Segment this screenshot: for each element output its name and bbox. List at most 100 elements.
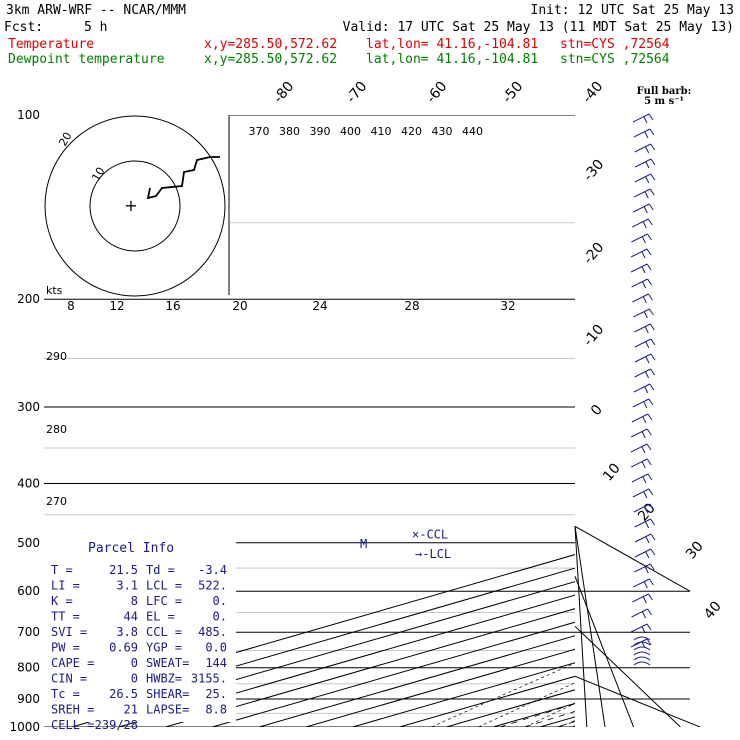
wind-barb-flag [650, 518, 656, 526]
wind-barb-flag [642, 236, 646, 244]
isotherm-label: 10 [600, 460, 624, 484]
wind-barb-flag [642, 416, 647, 424]
wind-barb [634, 338, 652, 348]
wind-barb-flag [645, 341, 650, 349]
parcel-value: 485. [198, 625, 227, 639]
theta-label: 390 [310, 125, 331, 138]
wind-barb-flag [648, 293, 653, 301]
legend-temperature: Temperature [8, 37, 94, 52]
wind-barb-flag [650, 173, 656, 181]
hodograph-speed-label: 20 [232, 299, 247, 313]
parcel-key: LAPSE= [146, 703, 189, 717]
dry-adiabat [619, 115, 740, 727]
wind-barb-flag [648, 113, 654, 121]
parcel-value: 522. [198, 579, 227, 593]
parcel-value: 0 [131, 672, 138, 686]
moist-adiabat [615, 299, 740, 727]
parcel-key: SVI = [51, 625, 87, 639]
init-time: Init: 12 UTC Sat 25 May 13 [531, 3, 735, 18]
isotherm-ext [574, 526, 588, 727]
isotherm [44, 567, 575, 723]
wind-barb-flag [647, 278, 653, 286]
hodograph-trace [146, 156, 220, 200]
parcel-key: SHEAR= [146, 687, 189, 701]
wind-barb [631, 608, 648, 618]
wind-barb-flag [650, 143, 656, 151]
isotherm-ext [574, 675, 700, 727]
isotherm-ext [574, 525, 691, 592]
barb-legend-value: 5 m s⁻¹ [644, 96, 684, 107]
wind-barb [630, 638, 648, 648]
parcel-key: SWEAT= [146, 656, 189, 670]
wind-barb-flag [649, 563, 655, 571]
wind-barb-flag [641, 251, 646, 259]
isotherm-extension [574, 525, 700, 727]
wind-barb-flag [649, 383, 655, 391]
wind-barb-flag [642, 596, 647, 604]
wind-barb [633, 503, 651, 513]
wind-barb [634, 368, 651, 378]
wind-barb [631, 473, 649, 483]
parcel-key: CIN = [51, 672, 87, 686]
isotherm [212, 621, 575, 727]
parcel-key: K = [51, 594, 73, 608]
isotherm-label: 30 [683, 538, 707, 562]
temp-station: stn=CYS ,72564 [560, 37, 670, 52]
wind-barb-flag [641, 431, 646, 439]
forecast-label: Fcst: [4, 20, 43, 35]
wind-barb-flag [645, 161, 650, 169]
isotherm-label: 0 [588, 402, 606, 419]
hodograph-ring [44, 115, 226, 297]
isotherm-label: -70 [343, 79, 370, 107]
wind-barb-flag [649, 128, 655, 136]
hodograph-speed-label: 12 [109, 299, 124, 313]
wind-barb-flag [649, 323, 655, 331]
wind-barb-flag [650, 353, 656, 361]
wind-barb-flag [643, 116, 648, 124]
wind-barb-flag [644, 506, 649, 514]
theta-label: 410 [371, 125, 392, 138]
parcel-key: LI = [51, 579, 80, 593]
wind-barb [630, 623, 648, 633]
parcel-value: 0. [213, 610, 227, 624]
parcel-key: YGP = [146, 641, 182, 655]
wind-barb [632, 113, 650, 123]
isotherm [446, 689, 575, 727]
isotherm [727, 115, 740, 727]
moist-adiabat [690, 299, 740, 727]
wind-barb-flag [645, 356, 650, 364]
temp-xy: x,y=285.50,572.62 [204, 37, 337, 52]
wind-barb-flag [647, 233, 652, 241]
wind-barb-flag [646, 263, 652, 271]
wind-barb-flag [644, 326, 649, 334]
moist-adiabat [652, 299, 740, 727]
mixing-ratio-line [656, 591, 740, 727]
wind-barb-low [633, 646, 651, 651]
wind-barb-flag [649, 188, 655, 196]
pressure-label: 500 [17, 536, 40, 550]
pressure-label: 1000 [9, 720, 40, 734]
moist-adiabat [671, 299, 740, 727]
model-title: 3km ARW-WRF -- NCAR/MMM [6, 3, 186, 18]
pressure-label: 800 [17, 661, 40, 675]
hodograph-speed-label: 16 [165, 299, 180, 313]
parcel-key: CELL = [51, 718, 94, 732]
parcel-value: 0.0 [205, 641, 227, 655]
parcel-value: 0. [213, 594, 227, 608]
profile-lines: ×-CCL →-LCL M [360, 528, 451, 562]
theta-label: 440 [462, 125, 483, 138]
wind-barb-flag [642, 296, 647, 304]
wind-barb [633, 128, 651, 138]
isotherm-ext [574, 576, 635, 727]
dry-adiabat [666, 115, 740, 727]
wind-barb-low [633, 656, 651, 661]
wind-barb-flag [650, 548, 656, 556]
wind-barb-flag [646, 638, 652, 646]
dry-adiabat [713, 115, 740, 727]
temp-latlon: lat,lon= 41.16,-104.81 [366, 37, 538, 52]
wind-barb [630, 263, 648, 273]
dewp-station: stn=CYS ,72564 [560, 52, 670, 67]
theta-label: 270 [46, 495, 67, 508]
wind-barb-flag [643, 311, 648, 319]
